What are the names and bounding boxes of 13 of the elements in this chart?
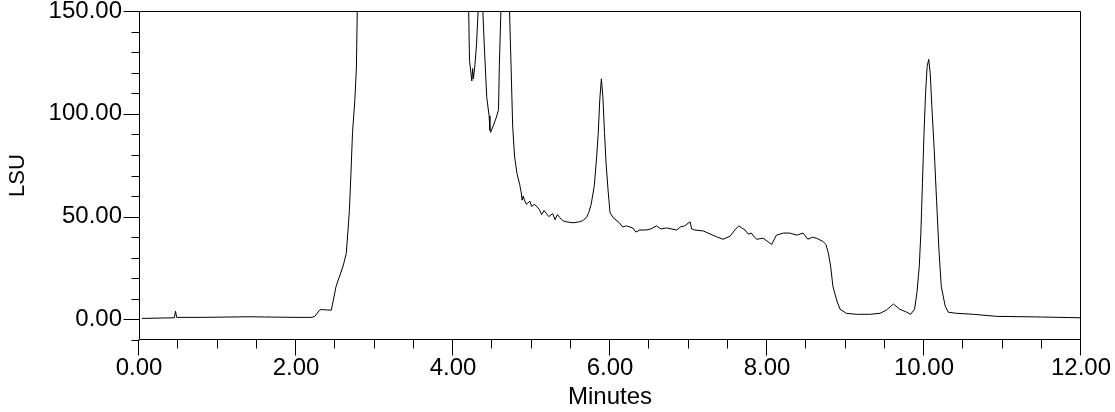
y-tick-label: 150.00 — [48, 0, 122, 23]
x-tick-label: 8.00 — [743, 353, 791, 381]
y-tick-label: 50.00 — [61, 201, 122, 229]
y-tick-label: 0.00 — [75, 304, 122, 332]
x-tick-label: 4.00 — [429, 353, 477, 381]
x-tick-label: 10.00 — [893, 353, 955, 381]
x-axis-title: Minutes — [567, 382, 653, 410]
x-tick-label: 12.00 — [1050, 353, 1112, 381]
x-tick-label: 6.00 — [586, 353, 634, 381]
y-tick-label: 100.00 — [48, 98, 122, 126]
x-tick-label: 2.00 — [272, 353, 320, 381]
y-axis-title: LSU — [4, 154, 30, 197]
x-tick-label: 0.00 — [115, 353, 163, 381]
